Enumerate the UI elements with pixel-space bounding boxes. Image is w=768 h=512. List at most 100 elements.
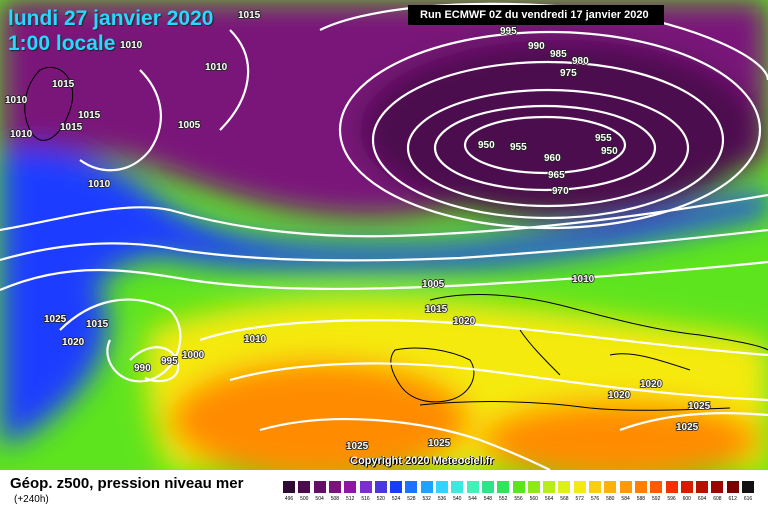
isobar-label: 955 [510,142,527,153]
isobar-label: 1015 [78,110,101,121]
isobar-label: 990 [134,363,151,374]
color-scale-cell [572,480,587,494]
color-scale-label: 580 [606,496,615,502]
color-scale: 496 500 504 508 512 516 520 524 528 532 536 540 544 5… [282,480,758,506]
color-scale-label: 528 [407,496,416,502]
field-ridge-east [480,400,760,470]
isobar-label: 975 [560,68,577,79]
color-scale-cell [633,480,648,494]
color-scale-label: 556 [514,496,523,502]
color-scale-label: 616 [743,496,753,502]
color-scale-cell [526,480,541,494]
map-svg: 1015 1010 1015 1010 1015 1015 1010 1005 … [0,0,768,470]
color-scale-label: 520 [376,496,385,502]
color-scale-label: 596 [667,496,676,502]
field-jet [0,147,768,330]
isobar-label: 955 [595,133,612,144]
isobar-label: 1020 [62,337,85,348]
color-scale-cell [695,480,710,494]
copyright: Copyright 2020 Meteociel.fr [350,455,494,467]
color-scale-cell [557,480,572,494]
isobar-label: 990 [528,41,545,52]
isobar-label: 1020 [640,379,663,390]
color-scale-label: 608 [713,496,722,502]
color-scale-cell [664,480,679,494]
color-scale-label: 536 [437,496,447,502]
geopotential-field [0,0,768,470]
isobar-label: 1025 [688,401,711,412]
color-scale-label: 552 [499,496,508,502]
color-scale-cell [419,480,434,494]
coast-africa [419,401,731,411]
isobar-high-3 [259,418,551,470]
isobar-label: 1000 [182,350,205,361]
isobar-label: 1005 [178,120,201,131]
color-scale-label: 540 [453,496,462,502]
color-scale-label: 516 [361,496,370,502]
weather-map: 1015 1010 1015 1010 1015 1015 1010 1005 … [0,0,768,470]
isobar-atlantic-low-core [129,346,180,383]
isobar-label: 980 [572,56,589,67]
isobar-low-5 [338,30,762,230]
valid-time: 1:00 locale [8,32,116,55]
coast-iberia [390,347,475,403]
color-scale-label: 564 [544,496,554,502]
coast-balkans [609,353,691,371]
color-scale-cell [404,480,419,494]
color-scale-cell [496,480,511,494]
run-info: Run ECMWF 0Z du vendredi 17 janvier 2020 [408,5,664,25]
isobar-label: 950 [601,146,618,157]
color-scale-cell [297,480,312,494]
isobar-label: 1020 [608,390,631,401]
color-scale-label: 612 [728,496,737,502]
isobar-atlantic-low [59,298,182,383]
isobar-label: 1010 [88,179,111,190]
isobar-low-inner [463,115,627,175]
isobar-label: 1010 [10,129,33,140]
color-scale-cell [603,480,618,494]
isobar-label: 1025 [44,314,67,325]
isobar-label: 995 [500,26,517,37]
isobar-label: 970 [552,186,569,197]
color-scale-label: 572 [575,496,584,502]
coast-greenland [24,66,74,141]
forecast-range: (+240h) [14,494,49,505]
color-scale-label: 560 [529,496,538,502]
color-scale-label: 576 [590,496,600,502]
color-scale-label: 496 [284,496,294,502]
isobar-label: 1020 [453,316,476,327]
isobar-high-4 [619,412,768,432]
isobar-label: 1005 [422,279,445,290]
isobar-label: 960 [544,153,561,164]
color-scale-cell [649,480,664,494]
color-scale-label: 500 [300,496,309,502]
isobar-labels: 1015 1010 1015 1010 1015 1015 1010 1005 … [4,9,711,453]
color-scale-label: 588 [636,496,646,502]
field-ridge [170,360,470,470]
color-scale-label: 532 [422,496,431,502]
map-title: Géop. z500, pression niveau mer [10,475,244,492]
color-scale-label: 568 [560,496,569,502]
coast-italy [519,329,561,376]
isobar-label: 1010 [205,62,228,73]
color-scale-cell [511,480,526,494]
isobar-label: 1015 [238,10,261,21]
isobar-label: 1015 [425,304,448,315]
isobar-label: 1025 [428,438,451,449]
color-scale-cell [588,480,602,494]
color-scale-cell [282,480,296,494]
isobar-jet-3 [0,260,768,292]
color-scale-cell [373,480,388,494]
isobar-label: 1015 [86,319,109,330]
color-scale-label: 600 [682,496,691,502]
color-scale-cell [618,480,633,494]
isobar-greenland [79,69,162,172]
coastlines [24,66,768,411]
valid-date: lundi 27 janvier 2020 [8,7,214,30]
isobar-label: 1010 [120,40,143,51]
color-scale-label: 512 [346,496,355,502]
isobar-north-1 [219,29,250,131]
color-scale-label: 544 [468,496,477,502]
isobar-label: 1025 [346,441,369,452]
color-scale-cell [327,480,342,494]
